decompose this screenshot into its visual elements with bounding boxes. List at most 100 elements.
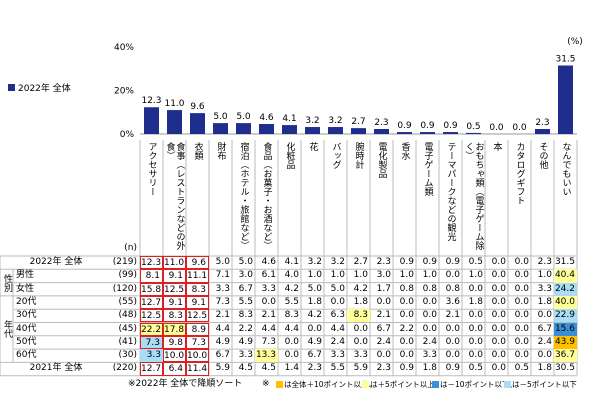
table-cell: 4.6 <box>261 257 276 267</box>
category-label: 香水 <box>399 142 410 160</box>
table-cell: 0.0 <box>307 323 322 334</box>
legend-text: は－5ポイント以下 <box>512 379 577 389</box>
table-cell: 0.0 <box>445 336 460 347</box>
table-cell: 0.0 <box>491 310 506 321</box>
category-label: 財布 <box>215 142 226 160</box>
table-cell: 5.0 <box>215 257 230 267</box>
row-label: 2022年 全体 <box>29 257 83 267</box>
table-cell: 8.3 <box>238 310 253 321</box>
table-cell: 2.4 <box>422 336 437 347</box>
category-cell: おもちゃ類（電子ゲーム除く） <box>462 142 485 250</box>
value-label: 0.0 <box>512 123 527 133</box>
table-cell: 0.0 <box>491 283 506 294</box>
table-cell: 0.0 <box>491 363 506 374</box>
category-cell: テーマパークなどの観光 <box>439 142 462 250</box>
group-label: 年代 <box>2 320 12 339</box>
table-cell: 6.7 <box>376 323 391 334</box>
table-cell: 4.4 <box>330 323 345 334</box>
category-cell: 化粧品 <box>278 142 301 250</box>
table-cell: 4.4 <box>261 323 276 334</box>
table-cell: 40.4 <box>554 269 577 283</box>
table-cell: 0.0 <box>376 350 391 361</box>
row-n: (219) <box>112 257 137 267</box>
category-label: 食事（レストランなどの外食） <box>164 142 185 250</box>
table-cell: 0.0 <box>353 323 368 334</box>
table-cell: 0.0 <box>399 296 414 307</box>
table-cell: 0.0 <box>468 310 483 321</box>
legend-label: 2022年 全体 <box>18 82 71 94</box>
row-label: 30代 <box>16 310 37 321</box>
table-cell: 10.0 <box>186 349 209 363</box>
table-cell: 0.0 <box>491 296 506 307</box>
value-label: 0.0 <box>489 123 504 133</box>
table-cell: 0.0 <box>445 323 460 334</box>
row-label: 2021年 全体 <box>29 363 83 374</box>
category-label: アクセサリー <box>146 142 157 196</box>
table-cell: 0.0 <box>445 270 460 281</box>
table-cell: 0.9 <box>445 257 460 267</box>
table-cell: 0.8 <box>445 283 460 294</box>
value-label: 0.9 <box>443 121 458 131</box>
table-cell: 0.0 <box>353 336 368 347</box>
y-tick-label: 40% <box>114 43 134 53</box>
table-cell: 0.8 <box>399 283 414 294</box>
value-label: 2.7 <box>351 117 365 127</box>
unit-label: (%) <box>567 37 583 47</box>
table-cell: 0.0 <box>445 350 460 361</box>
table-cell: 24.2 <box>554 282 577 296</box>
value-label: 4.6 <box>259 113 274 123</box>
value-label: 3.2 <box>305 116 319 126</box>
table-cell: 8.3 <box>284 310 299 321</box>
table-cell: 0.0 <box>376 296 391 307</box>
table-cell: 4.5 <box>261 363 276 374</box>
category-label: なんでもいい <box>560 142 571 196</box>
table-cell: 0.0 <box>468 336 483 347</box>
table-cell: 9.6 <box>186 256 209 270</box>
category-label: 花 <box>307 142 318 151</box>
category-label: 衣類 <box>192 142 203 160</box>
table-cell: 8.9 <box>186 322 209 336</box>
table-cell: 3.3 <box>353 350 368 361</box>
category-label: カタログギフト <box>514 142 525 205</box>
bar <box>213 123 228 134</box>
table-cell: 5.0 <box>238 257 253 267</box>
table-cell: 0.0 <box>468 323 483 334</box>
table-cell: 0.5 <box>468 363 483 374</box>
legend-text: は－10ポイント以下、 <box>440 379 518 389</box>
bar <box>144 107 159 134</box>
table-cell: 11.1 <box>186 269 209 283</box>
table-cell: 6.3 <box>330 310 345 321</box>
row-n: (45) <box>118 323 137 334</box>
table-cell: 0.5 <box>514 363 529 374</box>
bar <box>397 132 412 134</box>
table-cell: 2.3 <box>537 257 552 267</box>
table-cell: 0.9 <box>422 257 437 267</box>
category-label: その他 <box>537 142 548 169</box>
bar <box>259 123 274 134</box>
table-cell: 0.0 <box>514 350 529 361</box>
category-label: 宿泊（ホテル・旅館など） <box>238 142 249 250</box>
category-cell: 食事（レストランなどの外食） <box>163 142 186 250</box>
table-cell: 5.0 <box>330 283 345 294</box>
row-label: 20代 <box>16 296 37 307</box>
table-cell: 0.0 <box>514 257 529 267</box>
bar <box>236 123 251 134</box>
bar <box>190 113 205 134</box>
category-label: 化粧品 <box>284 142 295 169</box>
table-cell: 0.0 <box>399 350 414 361</box>
value-label: 0.9 <box>420 121 435 131</box>
table-cell: 4.2 <box>307 310 322 321</box>
table-cell: 3.3 <box>261 283 276 294</box>
table-cell: 15.8 <box>140 282 163 296</box>
table-cell: 0.5 <box>468 257 483 267</box>
table-cell: 11.0 <box>163 256 186 270</box>
bar <box>282 125 297 134</box>
table-cell: 1.8 <box>537 363 552 374</box>
value-label: 5.0 <box>236 112 251 122</box>
table-cell: 3.3 <box>215 283 230 294</box>
table-cell: 12.7 <box>140 362 163 376</box>
table-cell: 36.7 <box>554 349 577 363</box>
group-label: 性別 <box>2 273 12 292</box>
table-cell: 0.0 <box>491 257 506 267</box>
